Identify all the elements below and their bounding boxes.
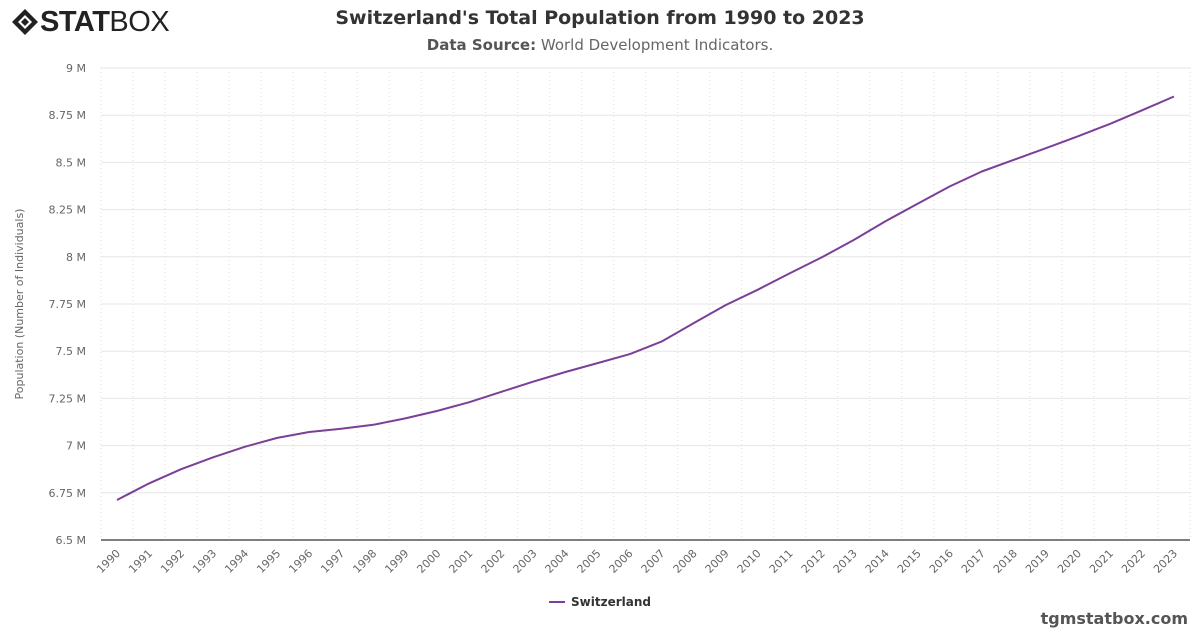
x-tick-label: 2005: [575, 547, 604, 576]
x-tick-label: 1999: [382, 547, 411, 576]
x-tick-label: 1996: [286, 547, 315, 576]
y-tick-label: 8.5 M: [56, 156, 86, 169]
y-tick-label: 7.75 M: [49, 298, 86, 311]
x-tick-label: 2011: [767, 547, 796, 576]
x-tick-label: 2010: [735, 547, 764, 576]
x-tick-label: 2016: [927, 547, 956, 576]
x-tick-label: 2014: [863, 547, 892, 576]
y-tick-label: 8.75 M: [49, 109, 86, 122]
x-tick-label: 2019: [1023, 547, 1052, 576]
y-tick-label: 7 M: [66, 440, 86, 453]
x-tick-label: 2009: [703, 547, 732, 576]
x-tick-label: 2021: [1087, 547, 1116, 576]
x-tick-label: 2015: [895, 547, 924, 576]
statbox-logo: STATBOX: [10, 5, 170, 38]
x-tick-label: 1992: [158, 547, 187, 576]
x-tick-label: 1990: [94, 547, 123, 576]
x-tick-label: 1997: [318, 547, 347, 576]
x-tick-label: 2023: [1151, 547, 1180, 576]
x-tick-label: 1995: [254, 547, 283, 576]
series-line-switzerland: [116, 95, 1175, 501]
footer-site: tgmstatbox.com: [1040, 609, 1188, 628]
x-tick-label: 2004: [543, 547, 572, 576]
x-tick-label: 2018: [991, 547, 1020, 576]
x-tick-label: 1991: [126, 547, 155, 576]
y-tick-label: 8 M: [66, 251, 86, 264]
x-tick-label: 2022: [1119, 547, 1148, 576]
x-tick-label: 2008: [671, 547, 700, 576]
x-tick-label: 2000: [414, 547, 443, 576]
x-tick-label: 2003: [511, 547, 540, 576]
chart-title: Switzerland's Total Population from 1990…: [335, 7, 865, 29]
x-tick-label: 1998: [350, 547, 379, 576]
x-tick-label: 2012: [799, 547, 828, 576]
y-tick-label: 8.25 M: [49, 204, 86, 217]
chart-subtitle: Data Source: World Development Indicator…: [0, 36, 1200, 54]
source-value: World Development Indicators.: [536, 36, 774, 54]
y-tick-label: 7.5 M: [56, 345, 86, 358]
x-tick-label: 2001: [446, 547, 475, 576]
x-tick-label: 2007: [639, 547, 668, 576]
x-tick-label: 1994: [222, 547, 251, 576]
y-tick-label: 9 M: [66, 62, 86, 75]
legend-swatch: [549, 601, 566, 603]
y-tick-label: 6.75 M: [49, 487, 86, 500]
x-tick-label: 1993: [190, 547, 219, 576]
y-tick-label: 6.5 M: [56, 534, 86, 547]
legend[interactable]: Switzerland: [0, 595, 1200, 609]
x-tick-label: 2017: [959, 547, 988, 576]
logo-text: STATBOX: [40, 5, 170, 38]
x-tick-label: 2006: [607, 547, 636, 576]
y-axis-title: Population (Number of Individuals): [13, 209, 26, 400]
diamond-logo-icon: [12, 9, 38, 35]
source-label: Data Source:: [426, 36, 537, 54]
x-tick-label: 2020: [1055, 547, 1084, 576]
x-tick-label: 2013: [831, 547, 860, 576]
y-tick-label: 7.25 M: [49, 392, 86, 405]
legend-label: Switzerland: [571, 595, 651, 609]
x-tick-label: 2002: [478, 547, 507, 576]
